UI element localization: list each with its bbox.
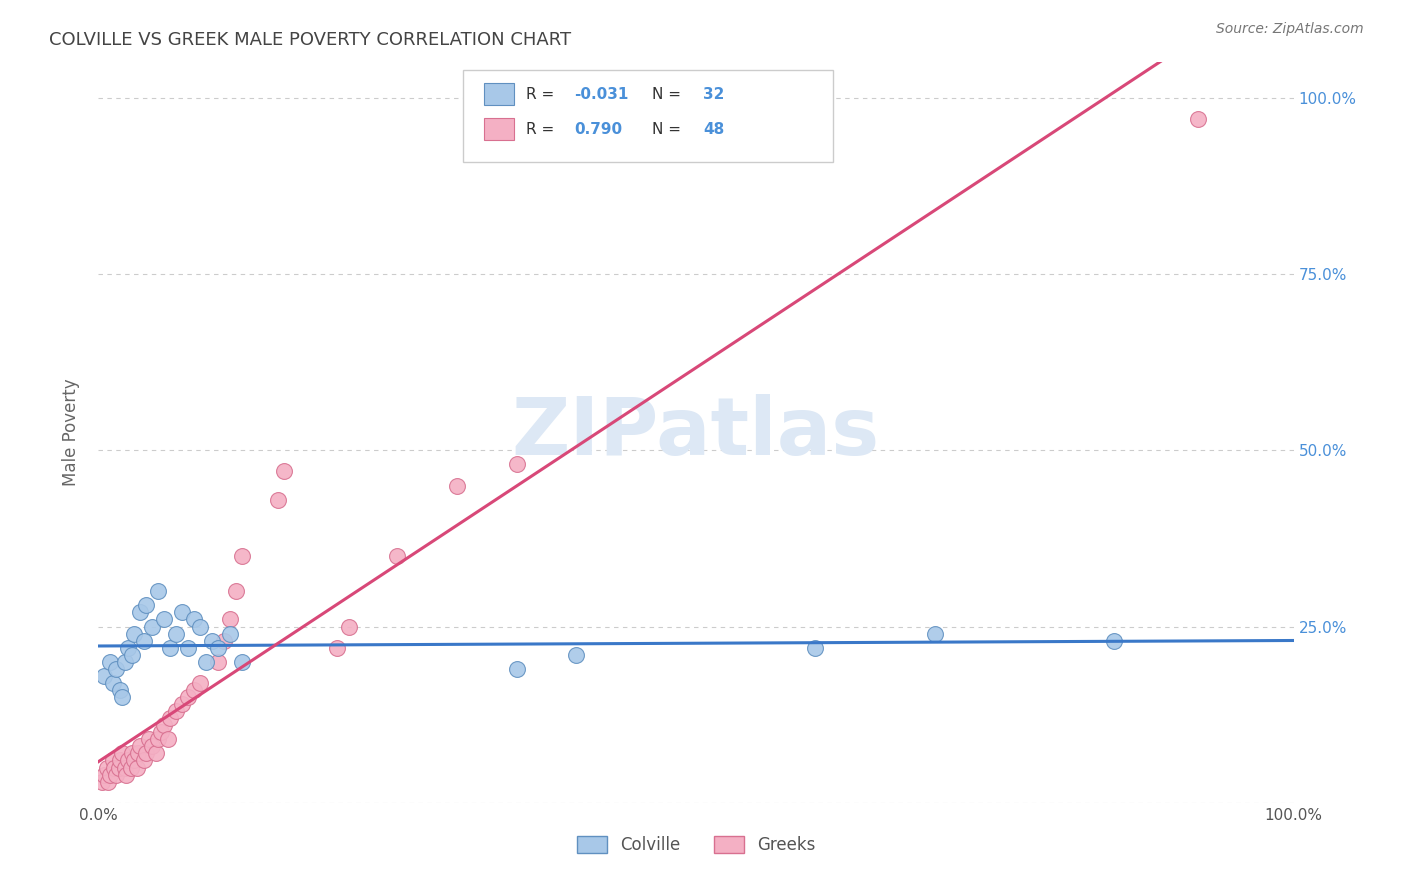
Point [127, 747, 149, 761]
Point [105, 767, 128, 781]
Point [231, 549, 253, 563]
Point [1104, 633, 1126, 648]
Point [117, 640, 139, 655]
Point [177, 690, 200, 704]
Point [124, 626, 146, 640]
Point [149, 725, 172, 739]
Point [804, 640, 827, 655]
Point [97, 774, 120, 789]
Point [111, 690, 134, 704]
Point [138, 732, 160, 747]
Point [506, 458, 529, 472]
Point [101, 754, 124, 768]
Point [267, 492, 290, 507]
Point [201, 633, 224, 648]
Text: N =: N = [652, 87, 686, 102]
Point [177, 640, 200, 655]
Point [96, 760, 118, 774]
Point [153, 612, 176, 626]
Text: R =: R = [526, 121, 560, 136]
Point [111, 747, 134, 761]
Point [188, 619, 211, 633]
Point [117, 754, 139, 768]
Point [339, 619, 361, 633]
Point [326, 640, 349, 655]
FancyBboxPatch shape [485, 118, 515, 140]
Point [172, 697, 194, 711]
Point [98, 655, 122, 669]
Y-axis label: Male Poverty: Male Poverty [62, 379, 80, 486]
Text: ZIPatlas: ZIPatlas [512, 393, 880, 472]
Point [132, 633, 155, 648]
FancyBboxPatch shape [485, 83, 515, 105]
Point [115, 767, 138, 781]
Point [101, 676, 124, 690]
Point [153, 718, 176, 732]
Point [165, 626, 187, 640]
Legend: Colville, Greeks: Colville, Greeks [569, 830, 823, 861]
Point [121, 648, 143, 662]
Point [98, 767, 122, 781]
Point [107, 760, 129, 774]
Point [565, 648, 588, 662]
Point [159, 711, 181, 725]
Point [145, 747, 167, 761]
Point [195, 655, 218, 669]
Point [121, 747, 143, 761]
Point [172, 606, 194, 620]
Point [132, 754, 155, 768]
Point [225, 584, 247, 599]
Point [183, 612, 205, 626]
Point [219, 626, 242, 640]
Point [156, 732, 179, 747]
Point [207, 640, 229, 655]
Point [506, 662, 529, 676]
Point [135, 599, 157, 613]
Point [1187, 112, 1209, 126]
Text: Source: ZipAtlas.com: Source: ZipAtlas.com [1216, 22, 1364, 37]
Point [148, 584, 170, 599]
Point [93, 767, 115, 781]
Point [385, 549, 409, 563]
Point [219, 612, 242, 626]
Text: 0.790: 0.790 [574, 121, 623, 136]
Point [129, 739, 152, 754]
Point [108, 754, 131, 768]
Point [148, 732, 170, 747]
Text: 48: 48 [703, 121, 724, 136]
Point [114, 760, 136, 774]
Point [183, 683, 205, 698]
Point [114, 655, 136, 669]
Point [103, 760, 125, 774]
Point [124, 754, 146, 768]
Text: -0.031: -0.031 [574, 87, 628, 102]
Point [91, 774, 114, 789]
Point [93, 669, 115, 683]
Point [273, 464, 295, 478]
Point [105, 662, 128, 676]
Point [108, 683, 131, 698]
Text: N =: N = [652, 121, 686, 136]
Point [924, 626, 946, 640]
Point [207, 655, 229, 669]
Point [212, 633, 235, 648]
Text: COLVILLE VS GREEK MALE POVERTY CORRELATION CHART: COLVILLE VS GREEK MALE POVERTY CORRELATI… [49, 31, 571, 49]
Point [120, 760, 142, 774]
Point [141, 619, 163, 633]
Point [446, 478, 468, 492]
Text: 32: 32 [703, 87, 724, 102]
Point [231, 655, 253, 669]
Point [188, 676, 211, 690]
Point [165, 704, 187, 718]
FancyBboxPatch shape [463, 70, 834, 162]
Point [125, 760, 148, 774]
Point [135, 747, 157, 761]
Point [129, 606, 152, 620]
Point [141, 739, 163, 754]
Point [159, 640, 181, 655]
Text: R =: R = [526, 87, 560, 102]
